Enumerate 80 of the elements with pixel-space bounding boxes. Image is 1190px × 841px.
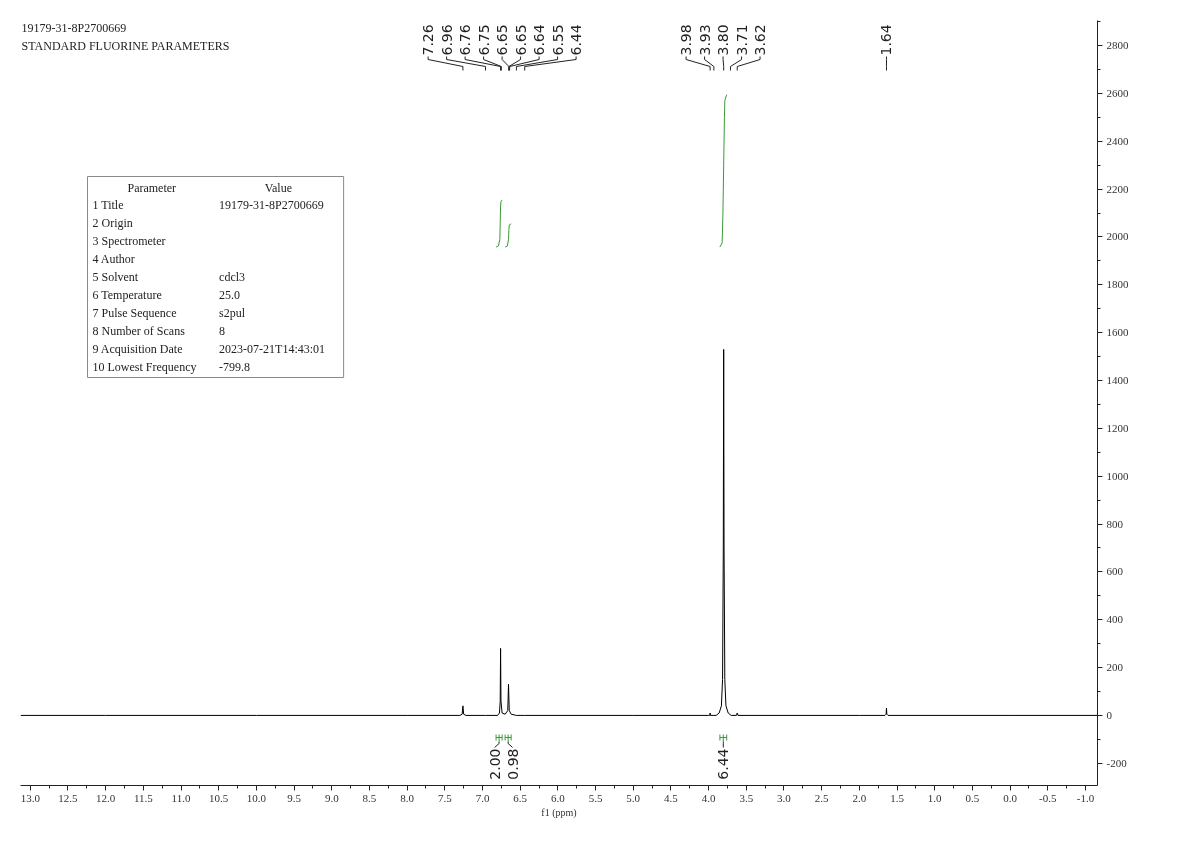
text: 8 Number of Scans 8	[92, 323, 226, 338]
y-tick-label: 1400	[1106, 374, 1129, 387]
x-axis-title: f1 (ppm)	[541, 806, 577, 819]
annotation: 2 Origin	[92, 216, 133, 231]
annotation: 6.76	[457, 24, 474, 56]
text: 6 Temperature 25.0	[92, 287, 241, 302]
x-tick-label: 3.0	[777, 791, 792, 804]
x-tick-label: 7.0	[475, 791, 490, 804]
annotation: 0.98	[504, 748, 521, 780]
text: STANDARD FLUORINE PARAMETERS	[21, 38, 230, 53]
y-tick-label: 2200	[1106, 182, 1129, 195]
annotation: 6.96	[438, 24, 455, 56]
annotation: 2.00	[486, 748, 503, 780]
x-tick-label: -0.5	[1039, 791, 1057, 804]
annotation: 6.65	[494, 24, 511, 56]
x-tick-label: 0.0	[1003, 791, 1018, 804]
x-tick-label: 6.0	[550, 791, 566, 804]
y-tick-label: 2400	[1106, 134, 1129, 147]
y-tick-label: 2800	[1106, 39, 1129, 52]
x-tick-label: 6.5	[513, 791, 528, 804]
x-tick-label: 9.5	[287, 791, 302, 804]
text: 9 Acquisition Date 2023-07-21T14:43:01	[92, 341, 326, 356]
annotation: 1.64	[878, 24, 895, 56]
y-tick-label: 1200	[1106, 421, 1129, 434]
x-tick-label: 8.0	[400, 791, 415, 804]
annotation: 6.44	[715, 748, 732, 780]
text: 7 Pulse Sequence s2pul	[92, 305, 246, 320]
y-tick-label: 1800	[1106, 278, 1129, 291]
x-tick-label: 12.5	[58, 791, 79, 804]
y-tick-label: 1000	[1106, 469, 1129, 482]
x-tick-label: 2.5	[814, 791, 830, 804]
text: Parameter Value	[127, 180, 293, 195]
annotation: 6.64	[531, 24, 548, 56]
annotation: 6.44	[568, 24, 585, 56]
annotation: 3.62	[752, 24, 769, 56]
x-tick-label: 11.0	[171, 791, 191, 804]
annotation: 3.71	[733, 24, 750, 56]
x-tick-label: 5.0	[626, 791, 641, 804]
x-tick-label: 0.5	[965, 791, 980, 804]
x-tick-label: 1.5	[890, 791, 905, 804]
text: 10 Lowest Frequency -799.8	[92, 359, 251, 374]
x-tick-label: 9.0	[324, 791, 340, 804]
y-tick-label: -200	[1106, 756, 1128, 769]
y-tick-label: 2600	[1106, 86, 1129, 99]
x-tick-label: 13.0	[20, 791, 41, 804]
line-series	[504, 223, 512, 248]
x-tick-label: 8.5	[362, 791, 377, 804]
annotation: 3 Spectrometer	[92, 234, 166, 249]
x-tick-label: 1.0	[927, 791, 943, 804]
x-tick-label: 10.5	[209, 791, 229, 804]
line-series	[719, 94, 728, 248]
y-tick-label: 1600	[1106, 326, 1129, 339]
x-tick-label: 5.5	[588, 791, 603, 804]
text: 1 Title 19179-31-8P2700669	[92, 198, 324, 213]
chart-title: 19179-31-8P2700669	[21, 20, 127, 35]
x-tick-label: 12.0	[96, 791, 116, 804]
y-tick-label: 600	[1106, 565, 1124, 578]
annotation: 3.93	[696, 24, 713, 56]
annotation: 3.80	[715, 24, 732, 56]
x-tick-label: 3.5	[739, 791, 754, 804]
x-tick-label: 7.5	[437, 791, 453, 804]
x-tick-label: 11.5	[133, 791, 154, 804]
annotation: 4 Author	[92, 252, 135, 267]
x-tick-label: 4.5	[664, 791, 679, 804]
line-series	[495, 199, 503, 248]
annotation: 6.75	[475, 24, 492, 56]
annotation: 3.98	[678, 24, 695, 56]
y-tick-label: 200	[1106, 661, 1124, 674]
x-tick-label: 4.0	[701, 791, 716, 804]
y-tick-label: 2000	[1106, 230, 1129, 243]
y-tick-label: 0	[1106, 708, 1113, 721]
text: 5 Solvent cdcl3	[92, 270, 246, 284]
x-tick-label: -1.0	[1076, 791, 1095, 804]
y-tick-label: 400	[1106, 613, 1124, 626]
annotation: 6.55	[549, 24, 566, 56]
x-tick-label: 10.0	[246, 791, 267, 804]
annotation: 6.65	[512, 24, 529, 56]
annotation: 7.26	[420, 24, 437, 56]
y-tick-label: 800	[1106, 517, 1124, 530]
x-tick-label: 2.0	[852, 791, 867, 804]
